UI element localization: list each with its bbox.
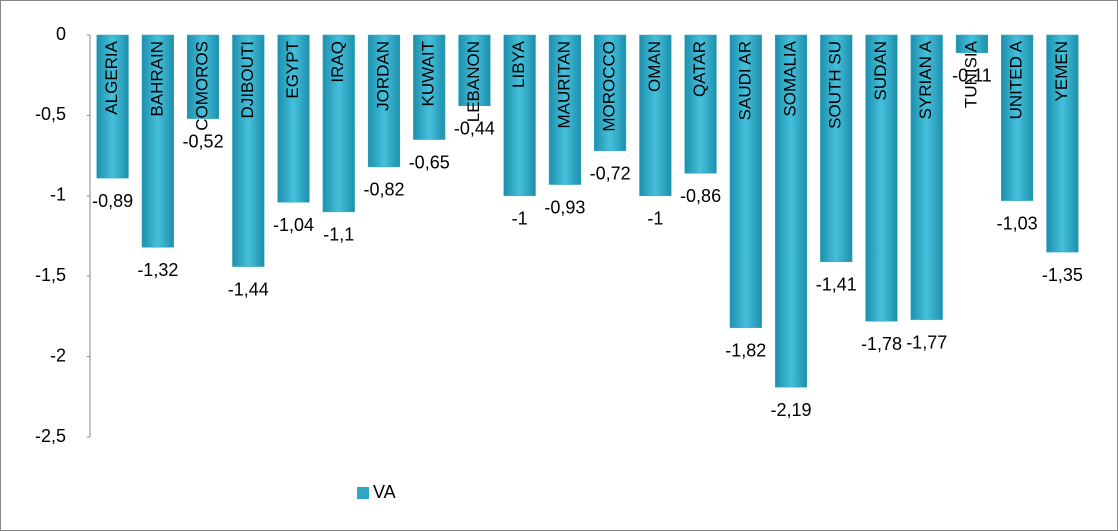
bar: [232, 34, 265, 267]
bar: [774, 34, 808, 388]
y-tick-label: -2,5: [35, 426, 66, 446]
bar: [1001, 34, 1034, 201]
data-label: -1: [512, 209, 528, 229]
data-label: -1,78: [861, 334, 902, 354]
x-tick-label: MOROCCO: [600, 41, 619, 132]
data-label: -1,32: [137, 260, 178, 280]
bar: [96, 34, 129, 179]
x-tick-label: KUWAIT: [419, 41, 438, 106]
data-label: -1,44: [228, 279, 269, 299]
x-tick-label: MAURITAN: [554, 41, 573, 129]
bar: [1046, 34, 1079, 253]
bar: [684, 34, 717, 174]
x-tick-label: YEMEN: [1052, 41, 1071, 101]
data-label: -0,44: [454, 119, 495, 139]
x-tick-label: LIBYA: [509, 40, 528, 88]
x-tick-label: IRAQ: [328, 41, 347, 83]
x-tick-label: UNITED A: [1007, 40, 1026, 119]
x-tick-label: EGYPT: [283, 41, 302, 99]
x-tick-label: SOMALIA: [781, 40, 800, 116]
bar: [277, 34, 310, 203]
x-tick-label: SAUDI AR: [735, 41, 754, 120]
data-label: -1,1: [323, 225, 354, 245]
x-tick-label: QATAR: [690, 41, 709, 97]
bar: [322, 34, 355, 213]
data-label: -2,19: [771, 400, 812, 420]
x-tick-label: SOUTH SU: [826, 41, 845, 129]
data-label: -0,11: [952, 65, 992, 85]
x-tick-label: BAHRAIN: [147, 41, 166, 117]
x-tick-label: JORDAN: [373, 41, 392, 111]
data-label: -0,89: [92, 191, 133, 211]
y-tick-label: -0,5: [35, 104, 66, 124]
bar: [955, 34, 989, 53]
data-label: -0,65: [409, 152, 450, 172]
data-label: -0,82: [363, 180, 404, 200]
bar: [729, 34, 762, 328]
x-tick-label: OMAN: [645, 41, 664, 92]
y-tick-label: 0: [56, 24, 66, 44]
bar: [548, 34, 581, 185]
data-label: -1,35: [1042, 265, 1083, 285]
data-label: -0,93: [544, 197, 585, 217]
bar: [594, 34, 627, 152]
legend-label: VA: [373, 482, 396, 502]
y-tick-label: -1,5: [35, 265, 66, 285]
y-tick-label: -2: [50, 345, 66, 365]
bar: [910, 34, 943, 320]
x-tick-label: SYRIAN A: [916, 40, 935, 119]
data-label: -0,86: [680, 186, 721, 206]
x-tick-label: COMOROS: [193, 41, 212, 131]
bar: [367, 34, 401, 168]
data-label: -1: [647, 209, 663, 229]
bar: [458, 34, 491, 107]
y-tick-label: -1: [50, 185, 66, 205]
bar: [820, 34, 853, 262]
x-tick-label: LEBANON: [464, 41, 483, 122]
x-tick-label: SUDAN: [871, 41, 890, 101]
data-label: -0,72: [590, 164, 631, 184]
x-tick-label: ALGERIA: [102, 40, 121, 114]
bar: [413, 34, 446, 140]
legend-swatch: [357, 487, 369, 499]
bar: [503, 34, 536, 197]
bar: [639, 34, 672, 197]
data-label: -1,82: [725, 340, 766, 360]
data-label: -1,04: [273, 215, 314, 235]
data-label: -0,52: [183, 131, 224, 151]
data-label: -1,03: [997, 213, 1038, 233]
bar: [141, 34, 174, 248]
data-label: -1,77: [906, 332, 947, 352]
x-tick-label: DJIBOUTI: [238, 41, 257, 118]
bar: [186, 34, 220, 119]
data-label: -1,41: [816, 274, 857, 294]
bar: [865, 34, 898, 322]
x-tick-label: TUNISIA: [961, 40, 980, 108]
